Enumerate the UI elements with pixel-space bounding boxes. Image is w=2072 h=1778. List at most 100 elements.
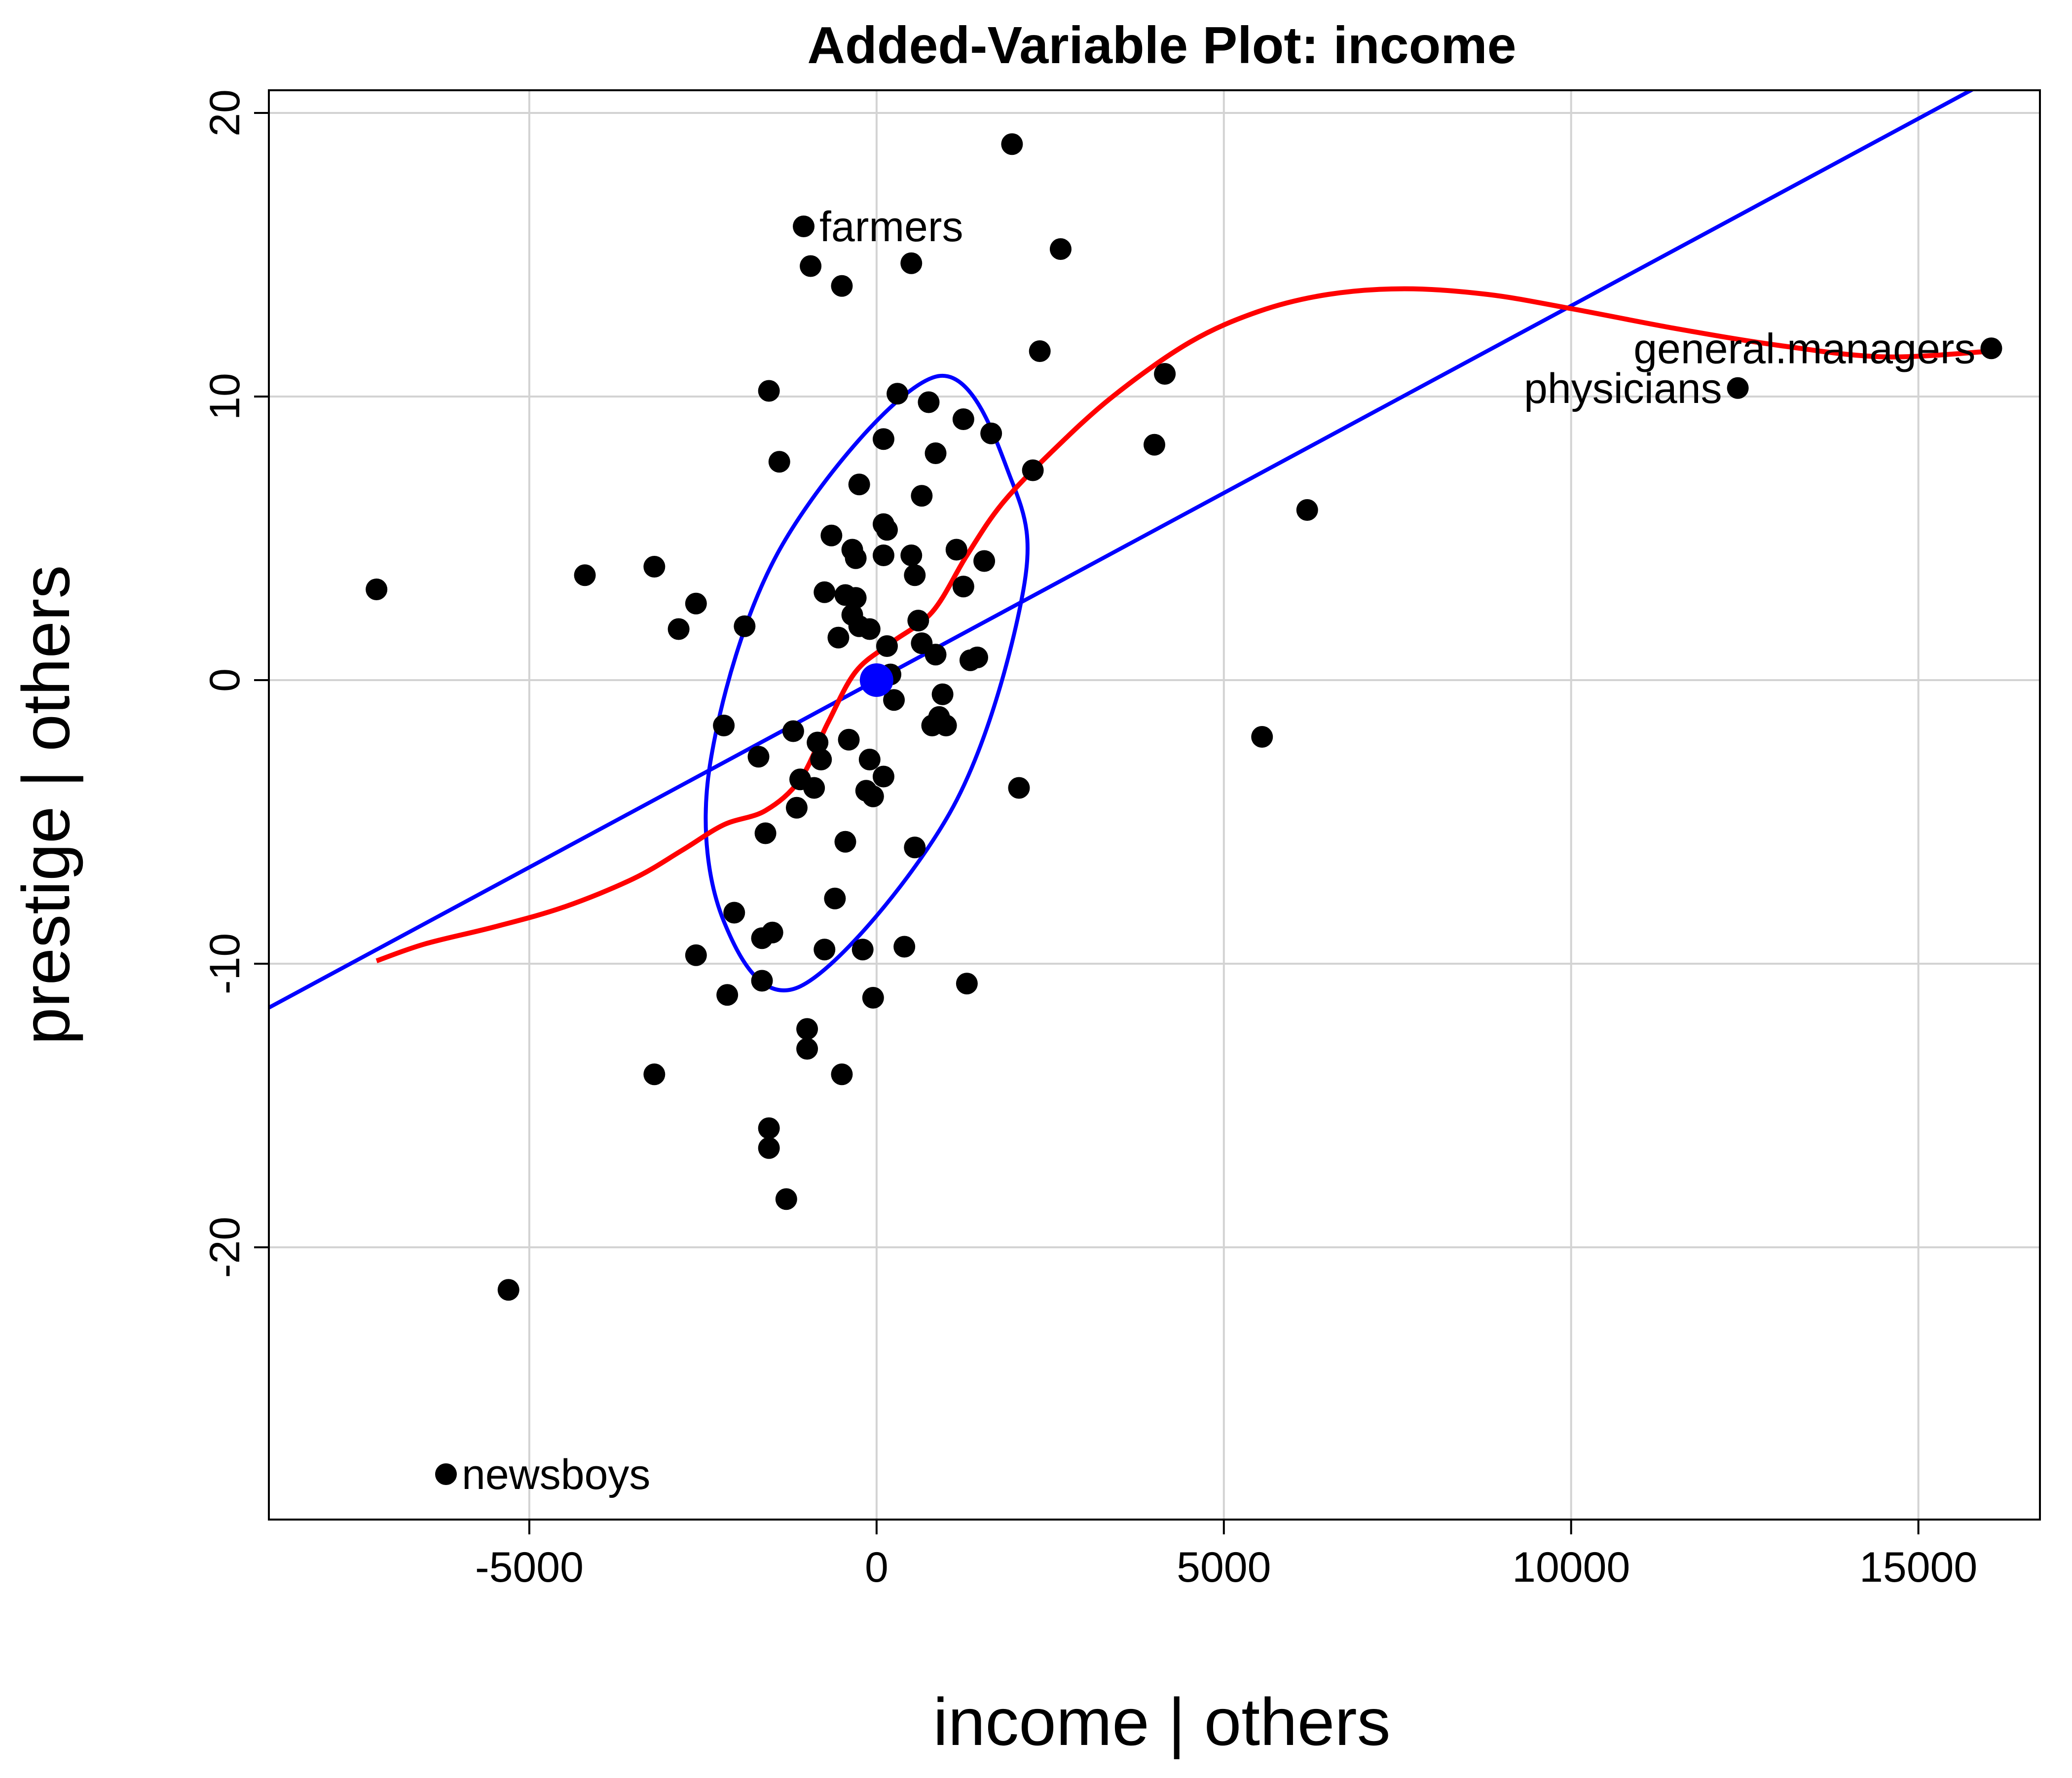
point-label: farmers: [819, 203, 963, 251]
y-tick-label: -10: [201, 933, 249, 994]
point-label: physicians: [1524, 365, 1722, 412]
data-point: [900, 544, 923, 566]
smoother-line: [375, 286, 1992, 963]
data-point: [911, 485, 933, 507]
data-point: [803, 777, 825, 799]
data-point: [793, 216, 815, 237]
data-point: [966, 647, 988, 668]
data-point: [973, 550, 996, 572]
data-point: [845, 587, 867, 609]
data-layer: newsboys farmers physiciansgeneral.manager…: [269, 90, 2002, 1498]
data-point: [497, 1279, 519, 1301]
data-point: [1144, 434, 1165, 456]
data-point: [851, 939, 874, 961]
data-point: [848, 473, 870, 496]
data-point: [824, 887, 846, 909]
data-point: [952, 576, 974, 598]
y-tick-label: 0: [201, 668, 249, 692]
data-point: [838, 728, 860, 751]
data-point: [800, 255, 822, 277]
data-point: [1727, 377, 1749, 399]
data-point: [716, 984, 739, 1006]
data-point: [667, 618, 690, 640]
data-point: [643, 556, 666, 578]
data-point: [713, 715, 735, 736]
x-axis: -5000 0 5000 10000 15000: [475, 1520, 1977, 1591]
data-point: [758, 1117, 780, 1139]
data-point: [858, 749, 881, 770]
grid: [269, 90, 2040, 1520]
chart-title: Added-Variable Plot: income: [807, 16, 1516, 74]
data-point: [907, 610, 929, 632]
data-point: [807, 731, 829, 754]
data-point: [1001, 133, 1023, 155]
data-point: [782, 720, 804, 742]
data-point: [883, 689, 905, 711]
data-point: [723, 902, 745, 924]
data-point: [1154, 363, 1176, 385]
y-tick-label: -20: [201, 1217, 249, 1278]
data-point: [952, 408, 974, 430]
x-tick-label: -5000: [475, 1544, 584, 1591]
center-point: [859, 663, 893, 697]
data-point: [1251, 726, 1273, 748]
data-point: [574, 564, 596, 586]
data-point: [1980, 337, 2002, 360]
data-point: [872, 544, 894, 566]
data-point: [831, 275, 853, 297]
data-point: [1022, 459, 1044, 481]
data-point: [1008, 777, 1030, 799]
data-point: [925, 442, 947, 464]
data-point: [980, 422, 1002, 444]
data-point: [935, 715, 957, 736]
data-point: [734, 615, 756, 637]
data-point: [827, 626, 850, 649]
regression-line: [269, 90, 1975, 1010]
x-tick-label: 10000: [1512, 1544, 1630, 1591]
data-point: [643, 1063, 666, 1086]
data-point: [904, 564, 926, 586]
data-point: [872, 765, 894, 788]
data-point: [1029, 340, 1051, 362]
data-point: [814, 939, 836, 961]
data-point: [887, 383, 909, 405]
point-label: newsboys: [462, 1451, 650, 1498]
data-point: [768, 451, 790, 473]
data-point: [876, 519, 898, 541]
data-point: [814, 581, 836, 603]
data-point: [820, 524, 843, 546]
data-point: [893, 936, 916, 958]
data-point: [685, 944, 707, 966]
data-point: [796, 1038, 818, 1060]
data-point: [785, 797, 808, 819]
data-point: [754, 822, 777, 844]
data-point: [775, 1188, 797, 1210]
data-point: [435, 1463, 457, 1485]
x-axis-label: income | others: [933, 1684, 1390, 1759]
data-point: [876, 635, 898, 657]
data-point: [1049, 238, 1072, 260]
plot-frame: [268, 89, 2041, 1521]
x-tick-label: 5000: [1177, 1544, 1271, 1591]
data-point: [918, 391, 940, 413]
data-point: [366, 579, 388, 600]
point-label: general.managers: [1633, 325, 1975, 372]
y-axis: -20 -10 0 10 20: [201, 89, 269, 1278]
data-point: [758, 380, 780, 402]
x-tick-label: 15000: [1859, 1544, 1977, 1591]
data-point: [900, 252, 923, 274]
data-point: [758, 1137, 780, 1159]
y-tick-label: 10: [201, 373, 249, 420]
data-point: [956, 973, 978, 995]
data-point: [831, 1063, 853, 1086]
data-point: [862, 987, 884, 1009]
data-point: [747, 746, 770, 768]
data-point: [685, 592, 707, 615]
data-point: [931, 683, 954, 705]
data-point: [925, 644, 947, 666]
x-tick-label: 0: [865, 1544, 888, 1591]
data-point: [862, 785, 884, 807]
data-point: [761, 921, 783, 943]
